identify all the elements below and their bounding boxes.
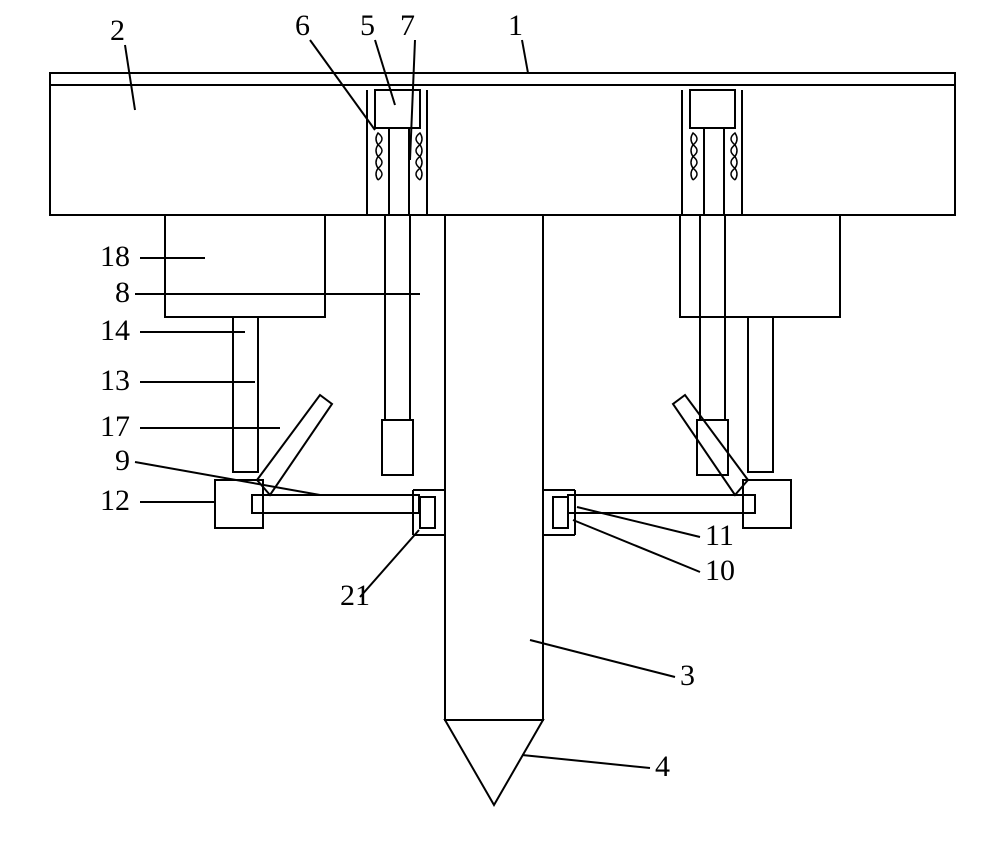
diagram-canvas: 1265718814131791221111034: [0, 0, 1000, 842]
label-6: 6: [295, 9, 310, 42]
label-7: 7: [400, 9, 415, 42]
label-8: 8: [115, 276, 130, 309]
label-2: 2: [110, 14, 125, 47]
label-10: 10: [705, 554, 735, 587]
label-14: 14: [100, 314, 130, 347]
label-5: 5: [360, 9, 375, 42]
label-13: 13: [100, 364, 130, 397]
label-18: 18: [100, 240, 130, 273]
label-9: 9: [115, 444, 130, 477]
label-1: 1: [508, 9, 523, 42]
label-3: 3: [680, 659, 695, 692]
label-11: 11: [705, 519, 734, 552]
label-21: 21: [340, 579, 370, 612]
label-4: 4: [655, 750, 670, 783]
label-17: 17: [100, 410, 130, 443]
label-12: 12: [100, 484, 130, 517]
